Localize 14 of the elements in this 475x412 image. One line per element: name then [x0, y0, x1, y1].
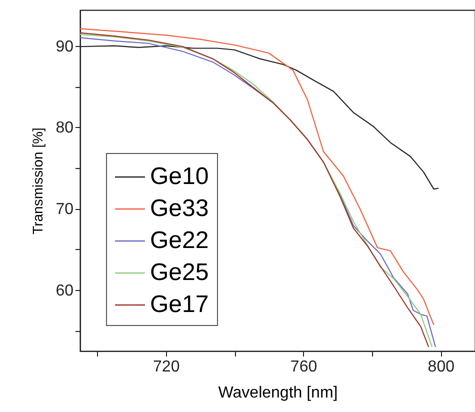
x-tick-label: 720 — [153, 358, 180, 376]
y-tick-label: 60 — [56, 282, 74, 300]
y-tick-label: 70 — [56, 201, 74, 218]
y-axis-title: Transmission [%] — [30, 128, 46, 234]
x-axis-title: Wavelength [nm] — [218, 384, 338, 402]
legend-label: Ge10 — [150, 163, 209, 190]
legend-label: Ge33 — [150, 195, 209, 222]
legend-label: Ge17 — [150, 291, 209, 318]
x-tick-label: 800 — [428, 358, 455, 376]
y-tick-label: 80 — [56, 120, 74, 137]
legend-label: Ge22 — [150, 227, 209, 254]
legend-label: Ge25 — [150, 259, 209, 286]
x-tick-label: 760 — [290, 358, 318, 376]
y-tick-label: 90 — [56, 38, 74, 56]
